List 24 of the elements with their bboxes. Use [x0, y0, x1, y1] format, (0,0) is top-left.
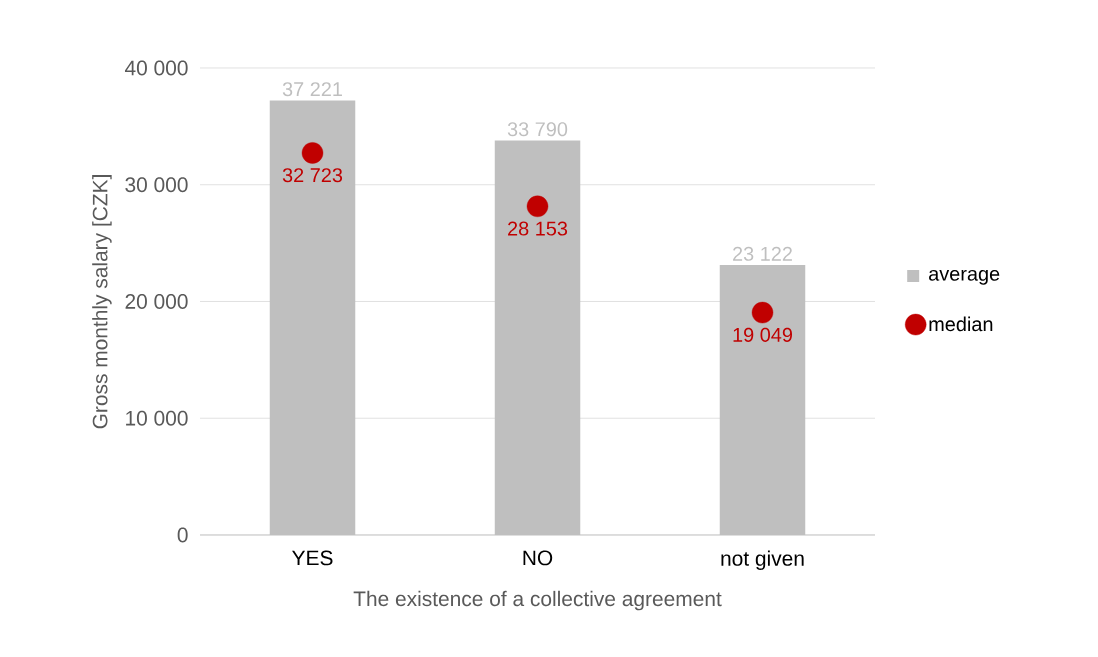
data-label: 33 790: [507, 122, 568, 137]
y-tick-label: 40 000: [124, 60, 188, 76]
data-label: 23 122: [733, 246, 792, 261]
bar: [269, 100, 356, 535]
data-label: 32 723: [282, 168, 343, 183]
y-tick-label: 20 000: [125, 294, 188, 309]
y-axis-title: Gross monthly salary [CZK]: [92, 175, 112, 429]
legend-label: median: [929, 316, 993, 332]
x-tick-label: YES: [292, 550, 333, 566]
data-label: 37 221: [282, 82, 342, 97]
bar: [494, 140, 581, 535]
y-tick-label: 0: [177, 527, 188, 543]
point: [751, 301, 774, 324]
point: [301, 142, 324, 164]
x-tick-label: not given: [721, 550, 804, 571]
data-label: 19 049: [733, 327, 793, 342]
bar: [719, 265, 806, 535]
y-tick-label: 30 000: [125, 177, 188, 193]
legend-label: average: [929, 269, 1000, 285]
point: [526, 195, 549, 217]
data-label: 28 153: [508, 221, 568, 236]
x-axis-title: The existence of a collective agreement: [353, 590, 722, 611]
x-tick-label: NO: [523, 550, 553, 566]
y-tick-label: 10 000: [126, 410, 188, 426]
